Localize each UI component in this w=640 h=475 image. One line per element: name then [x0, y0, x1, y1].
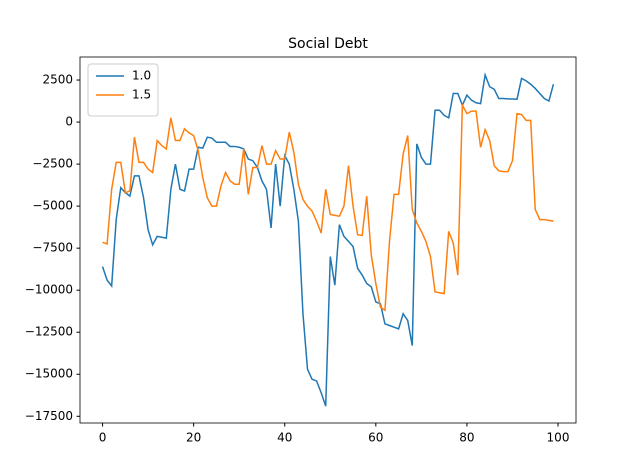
- x-tick-label: 100: [547, 431, 570, 445]
- x-tick-label: 20: [186, 431, 201, 445]
- y-tick-label: −12500: [25, 325, 73, 339]
- plot-frame: [79, 56, 577, 424]
- chart-title: Social Debt: [288, 36, 368, 52]
- y-tick-label: −7500: [32, 241, 73, 255]
- x-tick-label: 0: [99, 431, 107, 445]
- y-tick-label: 0: [65, 115, 73, 129]
- y-tick-label: 2500: [42, 73, 73, 87]
- x-tick-label: 40: [277, 431, 292, 445]
- y-tick-label: −2500: [32, 157, 73, 171]
- series-line: [101, 72, 555, 407]
- legend-label: 1.5: [132, 88, 151, 102]
- x-tick-label: 80: [459, 431, 474, 445]
- y-tick-label: −17500: [25, 409, 73, 423]
- y-tick-label: −10000: [25, 283, 73, 297]
- legend-box: [87, 63, 159, 117]
- legend-label: 1.0: [132, 69, 151, 83]
- x-tick-label: 60: [368, 431, 383, 445]
- y-tick-label: −15000: [25, 367, 73, 381]
- y-tick-label: −5000: [32, 199, 73, 213]
- series-line: [102, 102, 554, 312]
